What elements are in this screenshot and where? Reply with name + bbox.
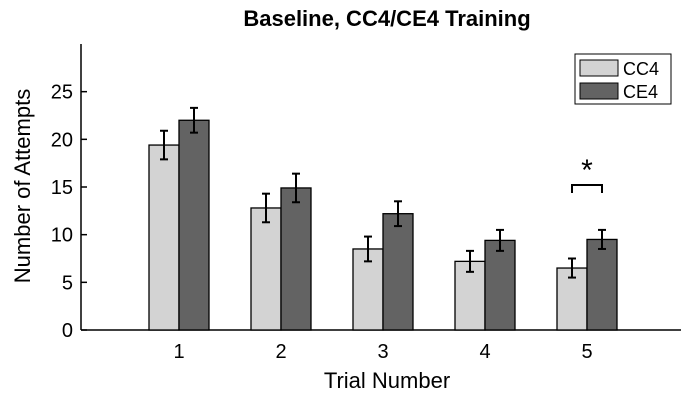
- y-tick-label: 20: [51, 129, 73, 151]
- legend-swatch-cc4: [579, 59, 619, 77]
- x-tick-label: 4: [479, 341, 490, 363]
- bar-ce4-5: [586, 238, 618, 331]
- bar-cc4-1: [148, 144, 180, 331]
- error-bars: [160, 106, 606, 279]
- y-tick-label: 15: [51, 177, 73, 199]
- bar-ce4-2: [280, 187, 312, 331]
- x-tick-label: 1: [173, 341, 184, 363]
- y-tick-label: 0: [62, 320, 73, 342]
- y-tick-label: 5: [62, 272, 73, 294]
- annotations: *: [571, 154, 603, 193]
- significance-star: *: [581, 154, 593, 187]
- bar-ce4-4: [484, 239, 516, 331]
- bar-cc4-2: [250, 207, 282, 331]
- bars: [148, 119, 618, 331]
- legend: CC4 CE4: [574, 53, 672, 105]
- bar-ce4-1: [178, 119, 210, 331]
- x-tick-label: 3: [377, 341, 388, 363]
- bar-ce4-3: [382, 213, 414, 331]
- significance-bracket: [571, 184, 603, 193]
- legend-swatch-ce4: [579, 82, 619, 100]
- x-axis-label: Trial Number: [324, 368, 450, 393]
- legend-label-ce4: CE4: [623, 82, 658, 102]
- chart-title: Baseline, CC4/CE4 Training: [243, 6, 530, 31]
- x-tick-label: 5: [581, 341, 592, 363]
- y-axis-label: Number of Attempts: [10, 89, 35, 283]
- y-axis: 0 5 10 15 20 25: [51, 44, 87, 342]
- legend-label-cc4: CC4: [623, 59, 659, 79]
- y-tick-label: 25: [51, 82, 73, 104]
- x-tick-label: 2: [275, 341, 286, 363]
- y-tick-label: 10: [51, 225, 73, 247]
